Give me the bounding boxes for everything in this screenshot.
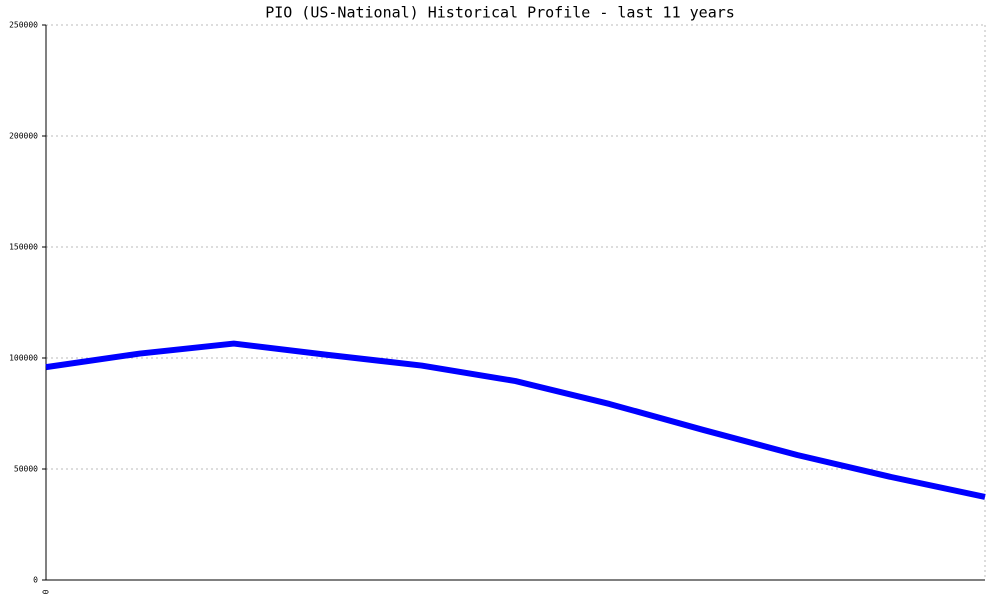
line-series	[45, 340, 986, 500]
chart-title: PIO (US-National) Historical Profile - l…	[265, 4, 735, 22]
y-tick-label: 100000	[9, 354, 38, 363]
y-tick-label: 200000	[9, 132, 38, 141]
y-tick-label: 250000	[9, 21, 38, 30]
x-tick-label: 0	[42, 589, 51, 594]
y-tick-label: 50000	[14, 465, 38, 474]
y-tick-label: 150000	[9, 243, 38, 252]
y-tick-label: 0	[33, 576, 38, 585]
